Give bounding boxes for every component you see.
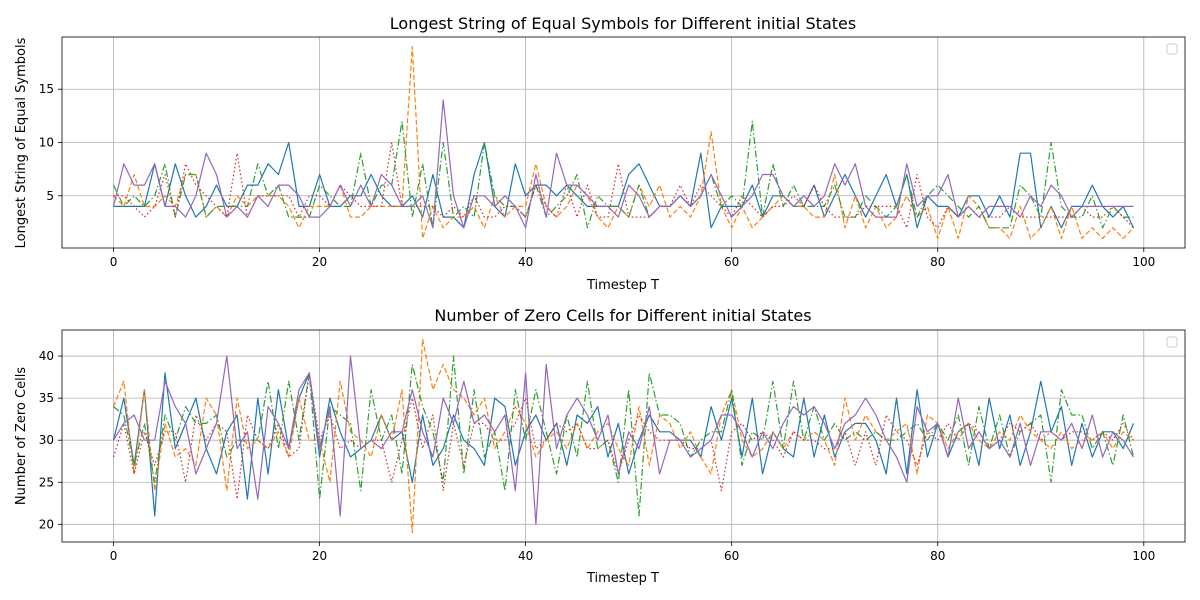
- y-tick-label: 25: [39, 475, 54, 489]
- y-tick-label: 10: [39, 136, 54, 150]
- y-tick-label: 30: [39, 433, 54, 447]
- bottom-legend-box: [1166, 336, 1178, 348]
- x-tick-label: 20: [312, 255, 327, 269]
- top-plot-frame: [61, 36, 1186, 249]
- x-tick-label: 80: [930, 255, 945, 269]
- x-tick-label: 0: [110, 255, 118, 269]
- series-line-1: [113, 141, 1135, 229]
- bottom-y-axis-label: Number of Zero Cells: [14, 367, 29, 505]
- y-tick-label: 35: [39, 391, 54, 405]
- bottom-subplot: Number of Zero Cells for Different initi…: [14, 306, 1186, 586]
- x-tick-label: 80: [930, 549, 945, 563]
- series-line-2: [112, 338, 1134, 534]
- top-legend-box: [1166, 43, 1178, 55]
- series-line-3: [112, 120, 1134, 229]
- top-chart-title: Longest String of Equal Symbols for Diff…: [390, 14, 856, 33]
- y-tick-label: 5: [46, 189, 54, 203]
- top-y-axis-label: Longest String of Equal Symbols: [14, 37, 29, 248]
- x-tick-label: 40: [518, 549, 533, 563]
- y-tick-label: 20: [39, 517, 54, 531]
- series-line-4: [112, 372, 1135, 500]
- series-line-5: [112, 99, 1134, 229]
- x-tick-label: 60: [724, 255, 739, 269]
- top-ticks: 0 20 40 60 80 100 5 10 15: [39, 82, 1156, 269]
- bottom-series-lines: [112, 338, 1135, 534]
- top-series-lines: [112, 45, 1135, 239]
- top-subplot: Longest String of Equal Symbols for Diff…: [14, 14, 1186, 293]
- x-tick-label: 0: [110, 549, 118, 563]
- x-tick-label: 100: [1132, 255, 1155, 269]
- series-line-3: [113, 355, 1135, 517]
- x-tick-label: 20: [312, 549, 327, 563]
- bottom-plot-frame: [61, 329, 1186, 543]
- y-tick-label: 15: [39, 82, 54, 96]
- series-line-5: [112, 355, 1135, 525]
- x-tick-label: 100: [1132, 549, 1155, 563]
- bottom-ticks: 0 20 40 60 80 100 20 25 30 35 40: [39, 349, 1156, 563]
- series-line-1: [112, 372, 1135, 517]
- bottom-chart-title: Number of Zero Cells for Different initi…: [434, 306, 811, 325]
- y-tick-label: 40: [39, 349, 54, 363]
- x-tick-label: 40: [518, 255, 533, 269]
- x-tick-label: 60: [724, 549, 739, 563]
- top-x-axis-label: Timestep T: [586, 278, 659, 293]
- top-grid: [62, 37, 1185, 248]
- bottom-x-axis-label: Timestep T: [586, 571, 659, 586]
